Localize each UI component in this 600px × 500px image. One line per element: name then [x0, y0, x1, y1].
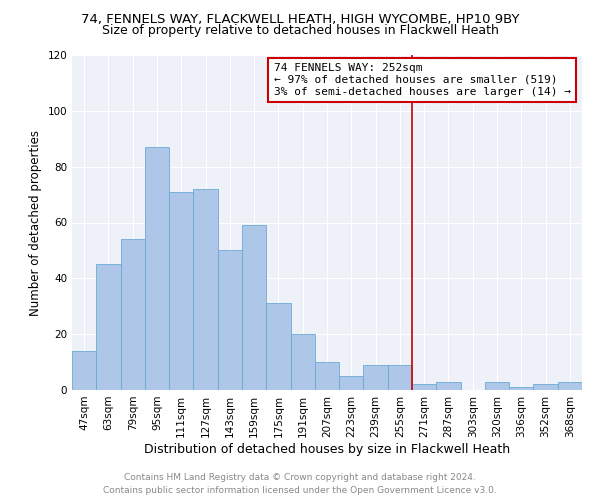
Text: Size of property relative to detached houses in Flackwell Heath: Size of property relative to detached ho…	[101, 24, 499, 37]
Bar	[121, 240, 145, 390]
Bar	[339, 376, 364, 390]
Bar	[509, 387, 533, 390]
Bar	[533, 384, 558, 390]
Text: 74 FENNELS WAY: 252sqm
← 97% of detached houses are smaller (519)
3% of semi-det: 74 FENNELS WAY: 252sqm ← 97% of detached…	[274, 64, 571, 96]
Bar	[290, 334, 315, 390]
Bar	[315, 362, 339, 390]
Bar	[145, 147, 169, 390]
Bar	[364, 365, 388, 390]
Bar	[388, 365, 412, 390]
Bar	[242, 226, 266, 390]
X-axis label: Distribution of detached houses by size in Flackwell Heath: Distribution of detached houses by size …	[144, 442, 510, 456]
Bar	[558, 382, 582, 390]
Bar	[412, 384, 436, 390]
Bar	[72, 351, 96, 390]
Bar	[266, 304, 290, 390]
Y-axis label: Number of detached properties: Number of detached properties	[29, 130, 42, 316]
Bar	[169, 192, 193, 390]
Bar	[96, 264, 121, 390]
Text: 74, FENNELS WAY, FLACKWELL HEATH, HIGH WYCOMBE, HP10 9BY: 74, FENNELS WAY, FLACKWELL HEATH, HIGH W…	[81, 12, 519, 26]
Text: Contains HM Land Registry data © Crown copyright and database right 2024.
Contai: Contains HM Land Registry data © Crown c…	[103, 474, 497, 495]
Bar	[218, 250, 242, 390]
Bar	[193, 189, 218, 390]
Bar	[485, 382, 509, 390]
Bar	[436, 382, 461, 390]
